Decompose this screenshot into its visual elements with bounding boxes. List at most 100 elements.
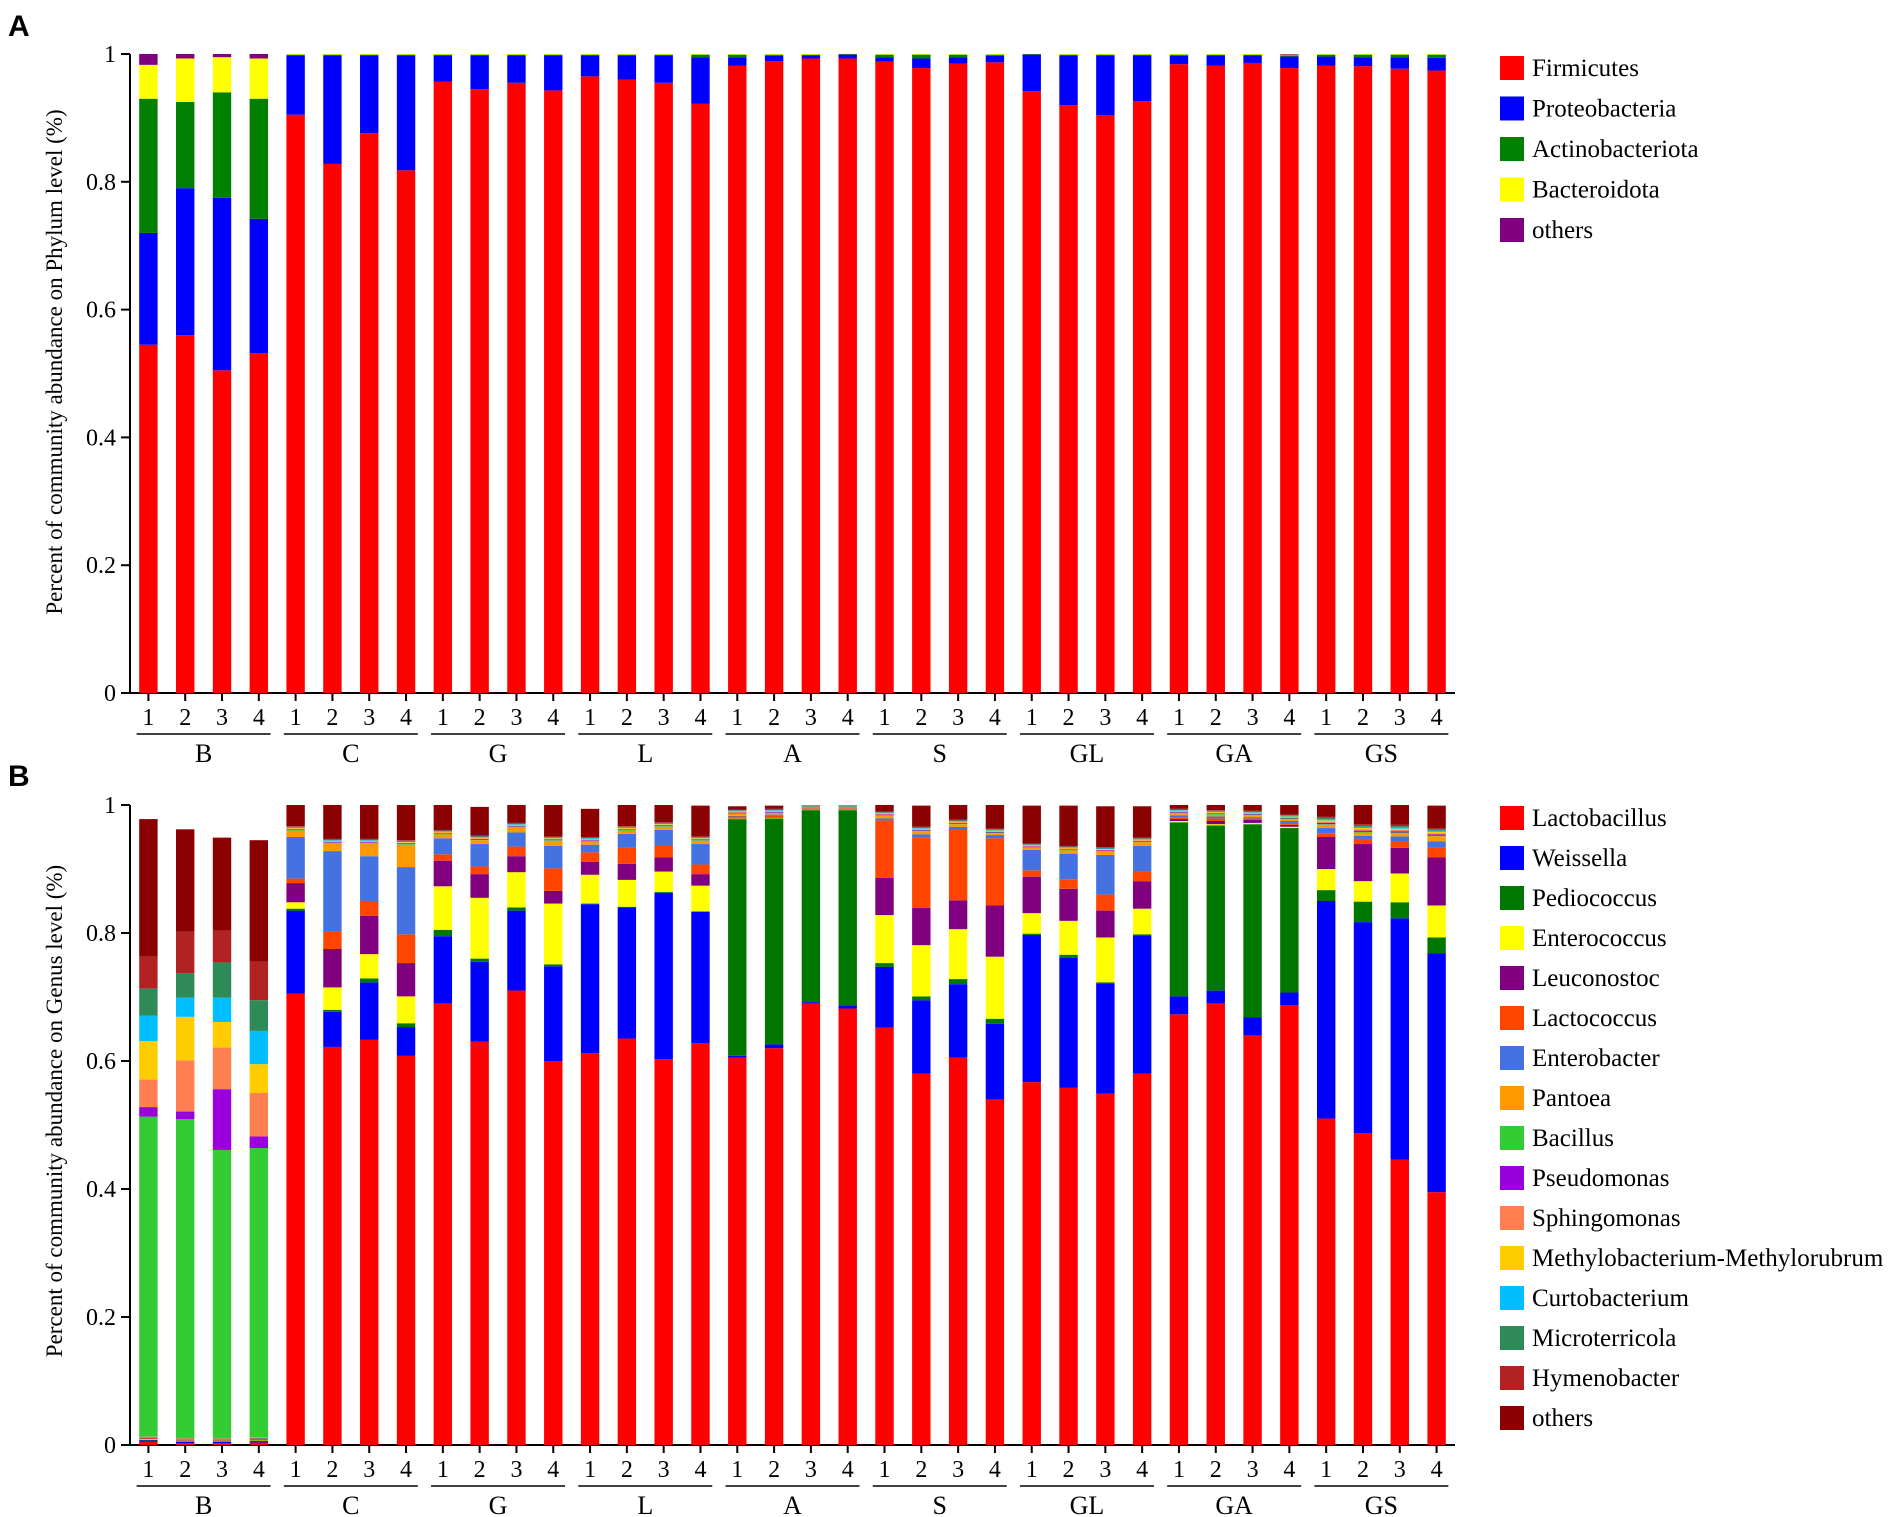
genus-bar-segment xyxy=(985,832,1005,834)
phylum-bar-segment xyxy=(212,92,232,198)
phylum-replicate-label: 1 xyxy=(1173,705,1185,731)
genus-bar-segment xyxy=(249,1438,269,1440)
phylum-replicate-label: 3 xyxy=(216,705,228,731)
genus-bar-segment xyxy=(875,963,894,967)
genus-bar-segment xyxy=(912,908,931,946)
genus-bar-segment xyxy=(1132,908,1152,935)
phylum-bar-segment xyxy=(1243,62,1262,693)
phylum-bar-segment xyxy=(249,58,269,99)
genus-bar-segment xyxy=(617,826,637,827)
genus-legend-label: Enterococcus xyxy=(1532,925,1667,952)
genus-bar-segment xyxy=(1096,983,1115,1094)
genus-bar-segment xyxy=(1353,830,1373,832)
genus-bar-segment xyxy=(544,845,563,869)
genus-bar-segment xyxy=(1206,990,1225,1004)
genus-bar-segment xyxy=(838,810,857,1006)
phylum-bar-segment xyxy=(139,64,158,99)
phylum-bar-segment xyxy=(654,54,673,55)
genus-bar-segment xyxy=(433,831,453,833)
genus-bar-segment xyxy=(1169,812,1189,814)
genus-bar-segment xyxy=(286,837,305,879)
genus-bar-segment xyxy=(176,1440,195,1442)
genus-bar-segment xyxy=(1022,846,1041,848)
genus-bar-segment xyxy=(875,820,894,878)
genus-bar-segment xyxy=(912,834,931,838)
genus-bar-segment xyxy=(875,812,894,814)
genus-bar-segment xyxy=(544,964,563,967)
genus-bar-segment xyxy=(912,837,931,909)
genus-bar-segment xyxy=(433,886,453,930)
genus-bar-segment xyxy=(875,1027,894,1445)
genus-bar-segment xyxy=(985,805,1005,829)
genus-bar-segment xyxy=(912,827,931,829)
genus-bar-segment xyxy=(360,841,379,843)
genus-bar-segment xyxy=(286,826,305,828)
phylum-bar-segment xyxy=(1169,64,1189,694)
phylum-bar-segment xyxy=(691,103,710,694)
genus-bar-segment xyxy=(838,807,857,809)
genus-bar-segment xyxy=(1206,813,1225,814)
genus-bar-segment xyxy=(912,829,931,831)
genus-bar-segment xyxy=(323,1009,342,1012)
genus-bar-segment xyxy=(1206,814,1225,817)
genus-bar-segment xyxy=(1243,811,1262,813)
genus-bar-segment xyxy=(580,837,600,839)
genus-bar-segment xyxy=(912,996,931,1001)
genus-bar-segment xyxy=(691,840,710,845)
genus-bar-segment xyxy=(212,997,232,1022)
genus-replicate-label: 4 xyxy=(1136,1457,1148,1483)
genus-bar-segment xyxy=(1353,922,1373,1134)
genus-bar-segment xyxy=(1169,810,1189,811)
phylum-bar-segment xyxy=(838,54,857,59)
genus-bar-segment xyxy=(801,806,821,807)
genus-bar-segment xyxy=(728,813,747,814)
genus-bar-segment xyxy=(1096,849,1115,850)
genus-bar-segment xyxy=(323,838,342,840)
genus-legend-label: Pseudomonas xyxy=(1532,1165,1670,1192)
genus-replicate-label: 2 xyxy=(1063,1457,1075,1483)
phylum-bar-segment xyxy=(1096,115,1115,694)
genus-bar-segment xyxy=(507,826,526,827)
genus-bar-segment xyxy=(212,962,232,998)
genus-bar-segment xyxy=(617,907,637,1039)
genus-bar-segment xyxy=(1059,845,1078,847)
genus-bar-segment xyxy=(728,815,747,817)
genus-bar-segment xyxy=(212,930,232,963)
genus-bar-segment xyxy=(1022,847,1041,848)
phylum-bar-segment xyxy=(764,54,784,56)
genus-bar-segment xyxy=(1390,805,1409,825)
genus-bar-segment xyxy=(1316,869,1336,891)
genus-bar-segment xyxy=(286,910,305,994)
genus-bar-segment xyxy=(728,812,747,814)
genus-bar-segment xyxy=(1132,841,1152,843)
genus-bar-segment xyxy=(1132,871,1152,882)
genus-bar-segment xyxy=(654,823,673,825)
genus-group-label: GA xyxy=(1215,1491,1253,1517)
genus-bar-segment xyxy=(249,961,269,1001)
genus-bar-segment xyxy=(691,885,710,912)
genus-bar-segment xyxy=(654,824,673,826)
phylum-bar-segment xyxy=(1132,55,1152,102)
genus-bar-segment xyxy=(838,809,857,811)
genus-bar-segment xyxy=(912,830,931,832)
genus-bar-segment xyxy=(212,1089,232,1150)
genus-bar-segment xyxy=(580,840,600,842)
genus-y-tick-label: 1 xyxy=(104,793,116,819)
phylum-bar-segment xyxy=(212,54,232,58)
genus-bar-segment xyxy=(691,874,710,886)
genus-bar-segment xyxy=(396,842,416,844)
genus-legend-label: Lactobacillus xyxy=(1532,805,1667,832)
phylum-bar-segment xyxy=(985,55,1005,63)
phylum-bar-segment xyxy=(728,54,747,58)
phylum-bar-segment xyxy=(801,55,821,59)
genus-bar-segment xyxy=(1353,881,1373,902)
phylum-bar-segment xyxy=(323,55,342,164)
genus-bar-segment xyxy=(1316,901,1336,1119)
genus-bar-segment xyxy=(948,822,968,823)
genus-bar-segment xyxy=(544,837,563,839)
genus-bar-segment xyxy=(323,949,342,988)
genus-bar-segment xyxy=(617,830,637,834)
genus-bar-segment xyxy=(1059,849,1078,850)
phylum-group-label: S xyxy=(932,739,946,768)
genus-bar-segment xyxy=(875,815,894,819)
